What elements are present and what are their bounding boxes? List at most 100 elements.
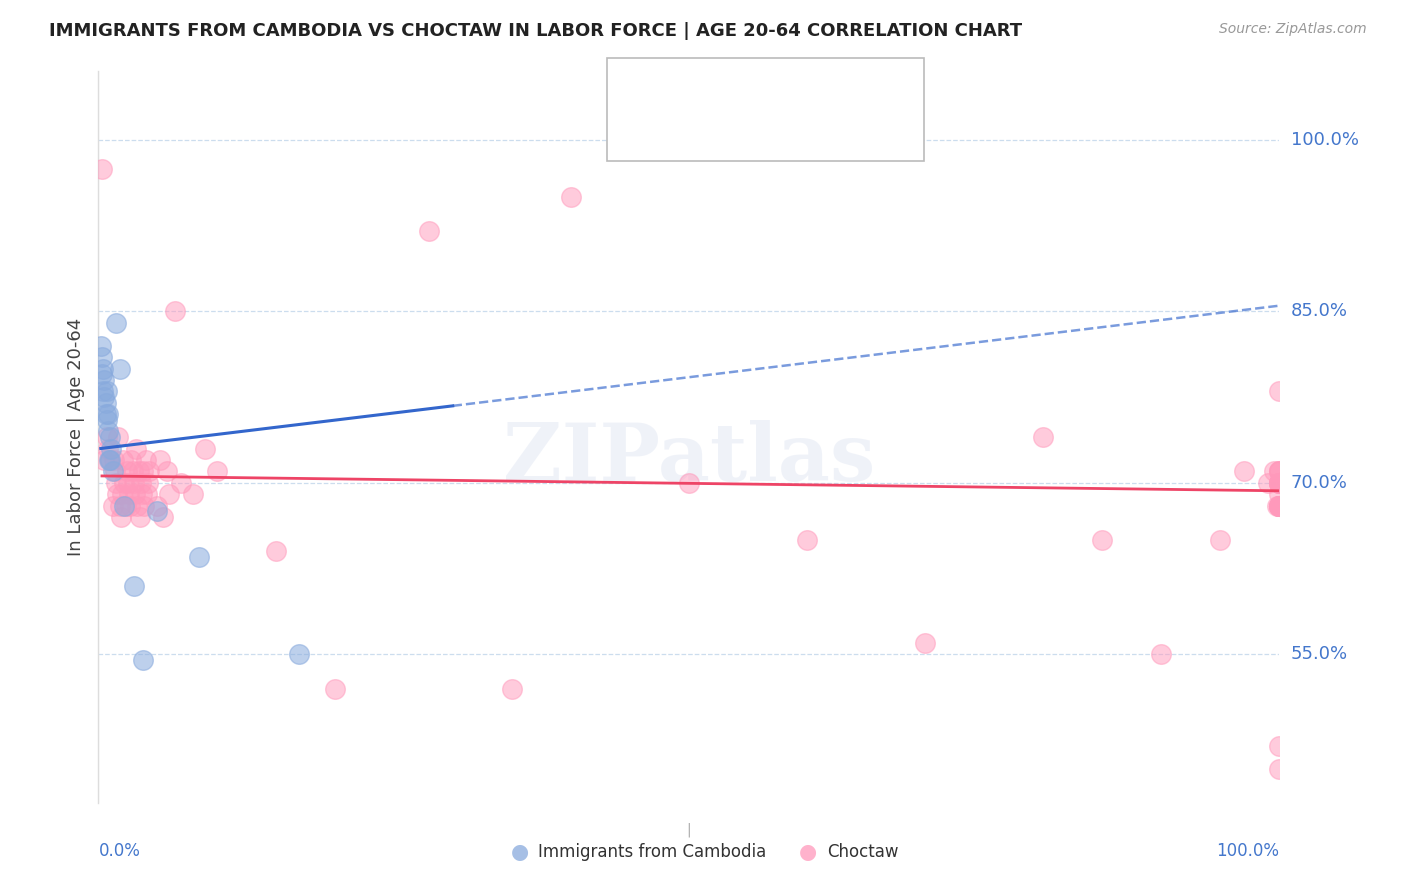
Point bbox=[1268, 464, 1291, 478]
Text: N = 26: N = 26 bbox=[821, 76, 884, 94]
Point bbox=[1268, 384, 1291, 399]
Point bbox=[1268, 464, 1291, 478]
Y-axis label: In Labor Force | Age 20-64: In Labor Force | Age 20-64 bbox=[66, 318, 84, 557]
Text: ●: ● bbox=[800, 842, 817, 862]
Point bbox=[1268, 499, 1291, 513]
Point bbox=[1233, 464, 1256, 478]
Point bbox=[112, 499, 135, 513]
Point bbox=[678, 475, 700, 490]
Point bbox=[110, 510, 132, 524]
Point bbox=[146, 499, 169, 513]
Point bbox=[187, 550, 209, 565]
Point bbox=[288, 647, 311, 661]
Point bbox=[128, 510, 150, 524]
Point bbox=[96, 413, 118, 427]
Point bbox=[1268, 487, 1291, 501]
Point bbox=[94, 396, 117, 410]
Point bbox=[98, 453, 121, 467]
Point bbox=[96, 384, 118, 399]
Point bbox=[90, 339, 112, 353]
Point bbox=[418, 224, 440, 238]
Point bbox=[1150, 647, 1173, 661]
Point bbox=[129, 475, 152, 490]
Point bbox=[101, 499, 124, 513]
Point bbox=[98, 430, 121, 444]
Point bbox=[93, 453, 115, 467]
Point bbox=[1209, 533, 1232, 547]
Point bbox=[1268, 762, 1291, 776]
Point bbox=[156, 464, 179, 478]
Text: 55.0%: 55.0% bbox=[1291, 645, 1348, 664]
Point bbox=[323, 681, 346, 696]
Point bbox=[1268, 475, 1291, 490]
Point bbox=[112, 453, 135, 467]
Point bbox=[1268, 739, 1291, 753]
Point bbox=[105, 487, 128, 501]
Text: 70.0%: 70.0% bbox=[1291, 474, 1347, 491]
Text: 0.0%: 0.0% bbox=[98, 842, 141, 860]
Text: ●: ● bbox=[626, 112, 644, 132]
Text: R =  0.080: R = 0.080 bbox=[661, 76, 756, 94]
Point bbox=[149, 453, 172, 467]
Point bbox=[264, 544, 287, 558]
Text: ZIPatlas: ZIPatlas bbox=[503, 420, 875, 498]
Point bbox=[131, 487, 153, 501]
Point bbox=[152, 510, 174, 524]
Point bbox=[104, 464, 127, 478]
Point bbox=[94, 407, 117, 421]
Point bbox=[1268, 499, 1291, 513]
Point bbox=[107, 430, 129, 444]
Point bbox=[124, 487, 146, 501]
Point bbox=[157, 487, 180, 501]
Point bbox=[146, 504, 169, 518]
Text: Source: ZipAtlas.com: Source: ZipAtlas.com bbox=[1219, 22, 1367, 37]
Text: Choctaw: Choctaw bbox=[827, 843, 898, 861]
Point bbox=[1268, 464, 1291, 478]
Point bbox=[560, 190, 582, 204]
Point bbox=[91, 384, 114, 399]
Point bbox=[128, 464, 150, 478]
Point bbox=[91, 361, 114, 376]
Point bbox=[1257, 475, 1279, 490]
Point bbox=[93, 373, 115, 387]
Point bbox=[135, 453, 157, 467]
Point bbox=[501, 681, 523, 696]
Point bbox=[1263, 464, 1285, 478]
Point bbox=[127, 499, 149, 513]
Text: ●: ● bbox=[512, 842, 529, 862]
Point bbox=[194, 442, 217, 456]
Point bbox=[135, 487, 157, 501]
Point bbox=[122, 579, 145, 593]
Point bbox=[96, 430, 118, 444]
Point bbox=[125, 442, 148, 456]
Point bbox=[181, 487, 204, 501]
Point bbox=[165, 304, 187, 318]
Point bbox=[111, 487, 134, 501]
Point bbox=[105, 475, 128, 490]
Text: R = -0.020: R = -0.020 bbox=[661, 113, 758, 131]
Text: 100.0%: 100.0% bbox=[1216, 842, 1279, 860]
Point bbox=[136, 475, 159, 490]
Point bbox=[117, 475, 139, 490]
Point bbox=[1268, 475, 1291, 490]
Point bbox=[93, 390, 115, 404]
Point bbox=[118, 487, 141, 501]
Point bbox=[122, 475, 145, 490]
Point bbox=[1268, 499, 1291, 513]
Point bbox=[914, 636, 936, 650]
Point bbox=[796, 533, 818, 547]
Point bbox=[1032, 430, 1054, 444]
Point bbox=[205, 464, 228, 478]
Point bbox=[121, 453, 143, 467]
Point bbox=[170, 475, 193, 490]
Text: 100.0%: 100.0% bbox=[1291, 131, 1358, 149]
Point bbox=[91, 350, 114, 364]
Point bbox=[1268, 499, 1291, 513]
Point bbox=[1265, 499, 1288, 513]
Point bbox=[112, 475, 135, 490]
Point bbox=[100, 442, 122, 456]
Point bbox=[91, 161, 114, 176]
Text: ●: ● bbox=[626, 75, 644, 95]
Text: |: | bbox=[686, 822, 692, 837]
Point bbox=[97, 407, 120, 421]
